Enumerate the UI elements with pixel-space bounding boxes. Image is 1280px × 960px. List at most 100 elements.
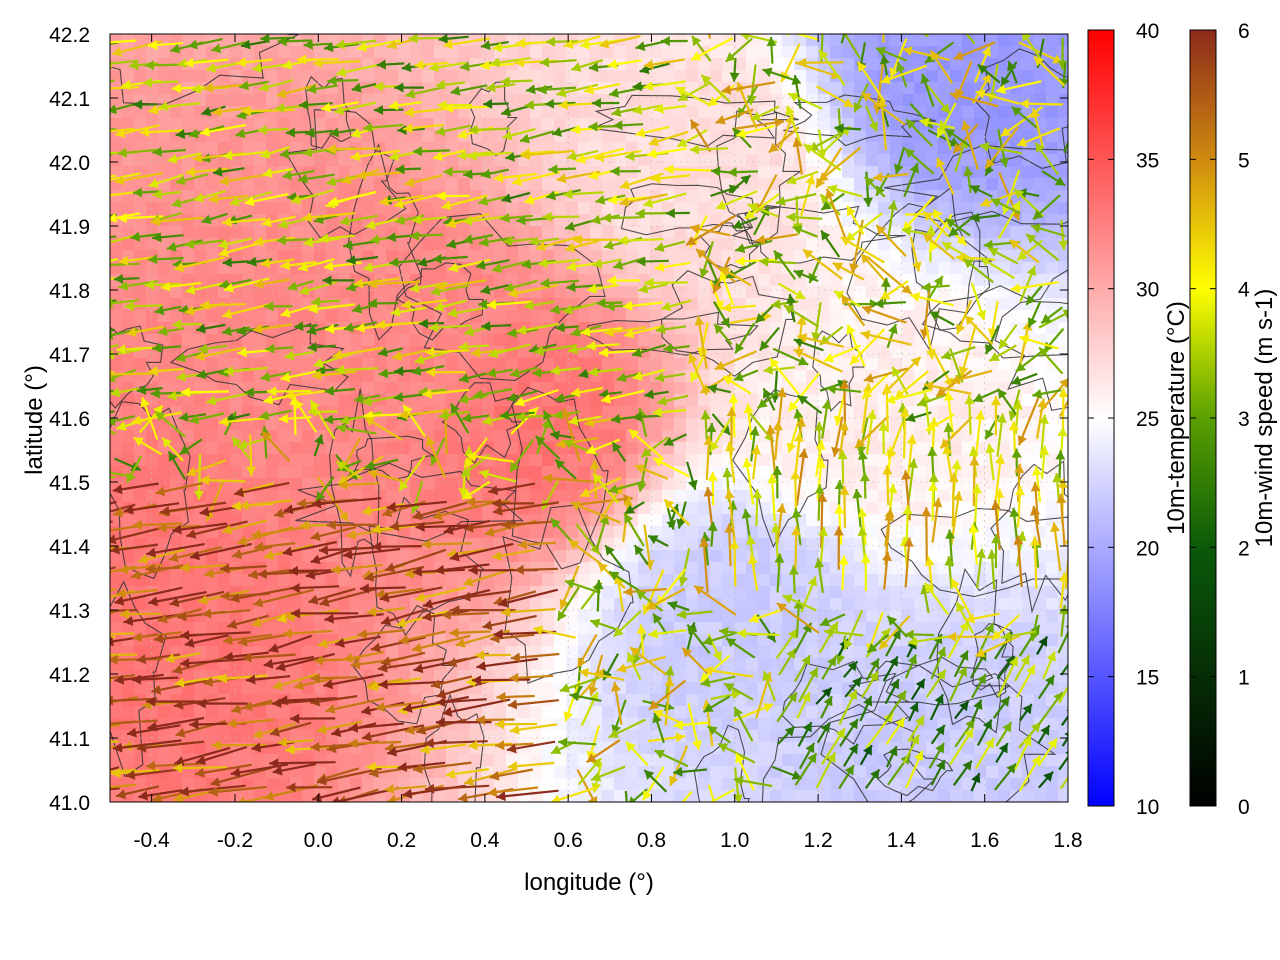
- temperature-cell: [686, 502, 699, 515]
- temperature-cell: [470, 286, 483, 299]
- temperature-cell: [434, 178, 447, 191]
- temperature-cell: [542, 154, 555, 167]
- temperature-cell: [182, 670, 195, 683]
- temperature-cell: [686, 574, 699, 587]
- temperature-cell: [206, 538, 219, 551]
- temperature-cell: [626, 130, 639, 143]
- temperature-cell: [602, 454, 615, 467]
- temperature-cell: [626, 754, 639, 767]
- temperature-cell: [890, 466, 903, 479]
- temperature-cell: [914, 418, 927, 431]
- temperature-cell: [866, 754, 879, 767]
- temperature-cell: [230, 610, 243, 623]
- temperature-cell: [194, 730, 207, 743]
- temperature-cell: [758, 754, 771, 767]
- temperature-cell: [254, 226, 267, 239]
- temperature-cell: [230, 82, 243, 95]
- temperature-cell: [1034, 262, 1047, 275]
- temperature-cell: [602, 598, 615, 611]
- temperature-cell: [302, 358, 315, 371]
- temperature-cell: [890, 262, 903, 275]
- temperature-cell: [134, 778, 147, 791]
- temperature-cell: [158, 730, 171, 743]
- temperature-cell: [470, 46, 483, 59]
- temperature-cell: [698, 298, 711, 311]
- temperature-cell: [614, 790, 627, 802]
- temperature-cell: [674, 550, 687, 563]
- temperature-cell: [410, 310, 423, 323]
- temperature-cell: [122, 778, 135, 791]
- temperature-cell: [410, 70, 423, 83]
- temperature-cell: [338, 730, 351, 743]
- temperature-cell: [254, 646, 267, 659]
- temperature-cell: [278, 454, 291, 467]
- temperature-cell: [134, 478, 147, 491]
- temperature-cell: [326, 754, 339, 767]
- temperature-cell: [182, 574, 195, 587]
- temperature-cell: [830, 490, 843, 503]
- temperature-cell: [770, 322, 783, 335]
- temperature-cell: [314, 454, 327, 467]
- temperature-cell: [878, 142, 891, 155]
- temperature-cell: [458, 382, 471, 395]
- temperature-cell: [542, 310, 555, 323]
- temperature-cell: [1034, 358, 1047, 371]
- temperature-cell: [746, 742, 759, 755]
- temperature-cell: [686, 298, 699, 311]
- temperature-cell: [398, 178, 411, 191]
- temperature-cell: [374, 382, 387, 395]
- temperature-cell: [314, 226, 327, 239]
- temperature-cell: [926, 790, 939, 802]
- temperature-cell: [854, 154, 867, 167]
- temperature-cell: [650, 70, 663, 83]
- temperature-cell: [338, 646, 351, 659]
- temperature-cell: [398, 490, 411, 503]
- temperature-cell: [422, 94, 435, 107]
- temperature-cell: [710, 502, 723, 515]
- temperature-cell: [422, 670, 435, 683]
- temperature-cell: [338, 682, 351, 695]
- temperature-cell: [734, 154, 747, 167]
- temperature-cell: [674, 454, 687, 467]
- temperature-cell: [314, 250, 327, 263]
- temperature-cell: [110, 706, 123, 719]
- temperature-cell: [542, 634, 555, 647]
- temperature-cell: [194, 262, 207, 275]
- temperature-cell: [914, 538, 927, 551]
- temperature-cell: [350, 118, 363, 131]
- temperature-cell: [434, 226, 447, 239]
- temperature-cell: [662, 658, 675, 671]
- temperature-cell: [146, 658, 159, 671]
- temperature-cell: [890, 562, 903, 575]
- temperature-cell: [842, 586, 855, 599]
- temperature-cell: [998, 610, 1011, 623]
- temperature-cell: [518, 310, 531, 323]
- temperature-cell: [782, 574, 795, 587]
- temperature-cell: [302, 226, 315, 239]
- temperature-cell: [386, 418, 399, 431]
- temperature-cell: [722, 706, 735, 719]
- temperature-cell: [746, 718, 759, 731]
- temperature-cell: [338, 298, 351, 311]
- temperature-cell: [722, 754, 735, 767]
- temperature-cell: [158, 118, 171, 131]
- temperature-cell: [758, 226, 771, 239]
- temperature-cell: [830, 430, 843, 443]
- temperature-cell: [986, 226, 999, 239]
- temperature-cell: [458, 646, 471, 659]
- temperature-cell: [686, 178, 699, 191]
- temperature-cell: [110, 70, 123, 83]
- temperature-cell: [830, 670, 843, 683]
- temperature-cell: [554, 490, 567, 503]
- temperature-cell: [674, 214, 687, 227]
- temperature-cell: [350, 706, 363, 719]
- temperature-cell: [770, 658, 783, 671]
- temperature-cell: [290, 790, 303, 802]
- temperature-cell: [386, 130, 399, 143]
- temperature-cell: [674, 634, 687, 647]
- temperature-cell: [938, 538, 951, 551]
- temperature-cell: [998, 34, 1011, 47]
- temperature-cell: [230, 730, 243, 743]
- temperature-cell: [290, 70, 303, 83]
- temperature-cell: [986, 598, 999, 611]
